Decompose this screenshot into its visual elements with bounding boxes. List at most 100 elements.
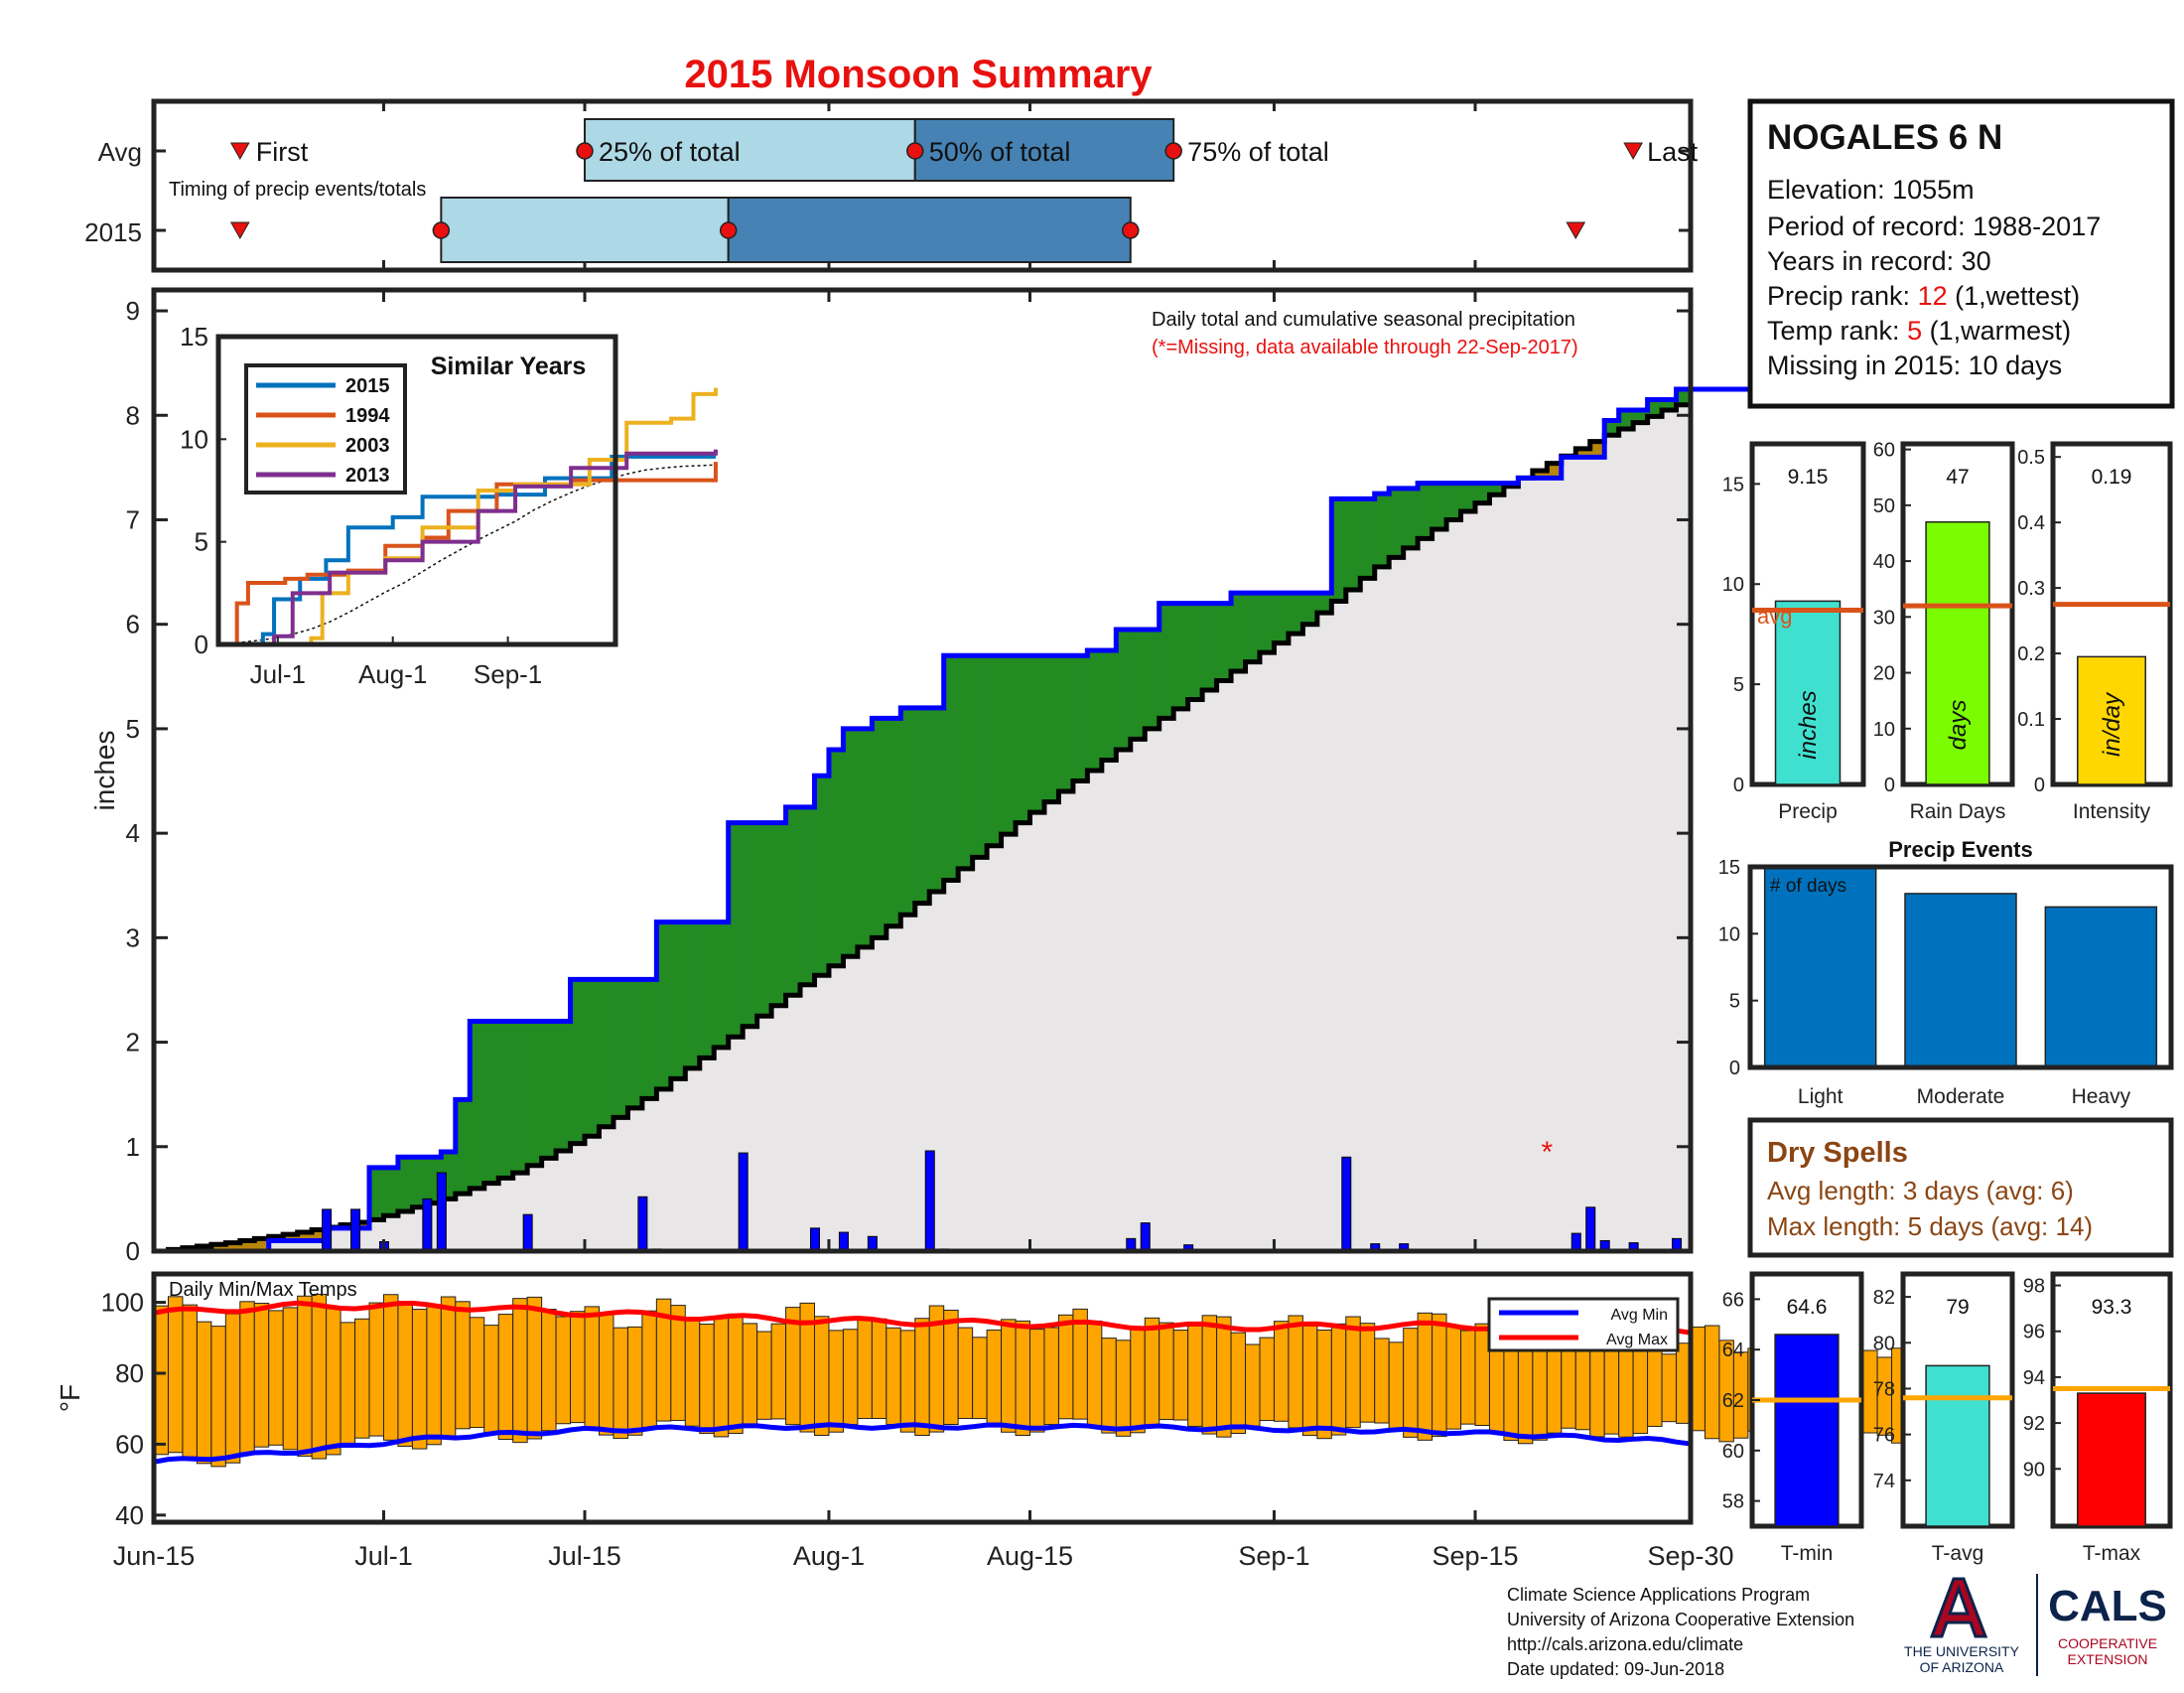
- daily-temp-bar: [1230, 1332, 1247, 1435]
- daily-temp-bar: [1417, 1312, 1433, 1441]
- precip-y-tick-label: 2: [126, 1028, 140, 1058]
- daily-temp-bar: [1345, 1316, 1361, 1429]
- daily-temp-bar: [224, 1313, 241, 1464]
- daily-temp-bar: [1632, 1337, 1649, 1435]
- inset-x-tick-label: Jul-1: [250, 659, 306, 689]
- intensity-bar: [2077, 655, 2146, 785]
- timing-box-50-75: [727, 197, 1132, 263]
- university-of-arizona-logo: THE UNIVERSITY OF ARIZONA: [1904, 1577, 2020, 1675]
- daily-precip-bar: [924, 1150, 935, 1252]
- below-avg-area: [1589, 441, 1605, 458]
- above-avg-area: [455, 1099, 471, 1195]
- intensity-value: 0.19: [2092, 466, 2132, 489]
- above-avg-area: [1302, 593, 1318, 625]
- daily-temp-bar: [670, 1305, 686, 1422]
- temps-caption: Daily Min/Max Temps: [169, 1279, 357, 1301]
- tmax-tick-label: 98: [2023, 1276, 2045, 1298]
- above-avg-area: [627, 979, 643, 1108]
- precip-y-tick-label: 7: [126, 504, 140, 534]
- above-avg-area: [743, 822, 758, 1027]
- daily-temp-bar: [368, 1302, 384, 1437]
- daily-temp-bar: [512, 1298, 528, 1444]
- daily-precip-bar: [1341, 1156, 1352, 1252]
- cals-logo: CALS: [2048, 1582, 2167, 1630]
- station-precip-rank: Precip rank: 12 (1,wettest): [1767, 281, 2080, 311]
- precip-rank-suffix: (1,wettest): [1948, 281, 2081, 311]
- inset-y-tick-label: 10: [180, 424, 208, 454]
- above-avg-area: [570, 979, 586, 1144]
- x-tick-label: Jul-1: [354, 1541, 413, 1571]
- timing-markers: [154, 101, 1691, 270]
- daily-precip-bar: [738, 1152, 749, 1252]
- above-avg-area: [1604, 420, 1620, 436]
- daily-temp-bar: [1086, 1320, 1103, 1426]
- precip-events-title: Precip Events: [1888, 837, 2033, 862]
- first-label: First: [256, 137, 309, 167]
- above-avg-area: [1016, 655, 1031, 823]
- above-avg-area: [512, 1021, 528, 1174]
- daily-temp-bar: [196, 1321, 212, 1465]
- above-avg-area: [369, 1167, 385, 1220]
- precip-events-ylabel: # of days: [1770, 876, 1846, 897]
- avg-line-label: avg: [1757, 604, 1792, 629]
- daily-precip-bar: [1140, 1222, 1151, 1252]
- daily-temp-bar: [828, 1330, 844, 1433]
- daily-temp-bar: [813, 1316, 830, 1436]
- daily-temp-bar: [1245, 1343, 1261, 1427]
- temp-rank-value: 5: [1907, 316, 1922, 346]
- inset-x-tick-label: Sep-1: [474, 659, 542, 689]
- above-avg-area: [1647, 399, 1663, 417]
- precip-event-bar-light: [1763, 866, 1877, 1068]
- daily-temp-bar: [455, 1301, 471, 1430]
- intensity-tick-label: 0.5: [2017, 447, 2045, 469]
- avg-cumulative-area: [154, 399, 1691, 1251]
- intensity-unit: in/day: [2099, 691, 2125, 757]
- intensity-tick-label: 0.3: [2017, 578, 2045, 600]
- tmin-value: 64.6: [1787, 1296, 1828, 1319]
- below-avg-area: [1532, 471, 1548, 479]
- daily-temp-bar: [1460, 1330, 1476, 1425]
- dry-spells-max: Max length: 5 days (avg: 14): [1767, 1211, 2093, 1241]
- daily-temp-bar: [584, 1306, 600, 1429]
- daily-temp-bar: [469, 1317, 485, 1429]
- daily-precip-bar: [350, 1208, 361, 1252]
- daily-temp-bar: [1187, 1325, 1203, 1427]
- above-avg-area: [1231, 593, 1247, 672]
- daily-temp-bar: [1115, 1340, 1132, 1437]
- above-avg-area: [1360, 498, 1376, 579]
- above-avg-area: [958, 655, 974, 869]
- raindays-bar: [1925, 520, 1990, 785]
- daily-temp-bar: [354, 1318, 370, 1439]
- above-avg-area: [943, 655, 959, 881]
- raindays-tick-label: 20: [1873, 663, 1895, 685]
- above-avg-area: [1403, 488, 1419, 548]
- footer: Climate Science Applications Program Uni…: [1507, 1574, 2167, 1679]
- above-avg-area: [699, 921, 715, 1058]
- tavg-label: T-avg: [1932, 1542, 1984, 1565]
- above-avg-area: [527, 1021, 543, 1166]
- daily-temp-bar: [268, 1310, 284, 1446]
- inset-y-tick-label: 15: [180, 322, 208, 352]
- above-avg-area: [1460, 483, 1476, 512]
- quantile-marker: [576, 142, 594, 160]
- above-avg-area: [1072, 655, 1088, 781]
- daily-temp-bar: [899, 1330, 916, 1433]
- daily-temp-bar: [397, 1301, 413, 1448]
- above-avg-area: [1130, 629, 1146, 740]
- timing-box-25-50: [440, 197, 730, 263]
- above-avg-area: [814, 776, 830, 976]
- daily-temp-bar: [713, 1316, 730, 1438]
- daily-precip-bar: [522, 1213, 533, 1252]
- tmax-value: 93.3: [2092, 1296, 2132, 1319]
- footer-line3: http://cals.arizona.edu/climate: [1507, 1634, 1743, 1654]
- daily-temp-bar: [1288, 1315, 1303, 1429]
- stat-bar-panels: 9.15051015Precipinches470102030405060Rai…: [1722, 440, 2173, 1565]
- tavg-tick-label: 74: [1873, 1471, 1895, 1492]
- daily-temp-bar: [1388, 1341, 1405, 1431]
- daily-temp-bar: [1101, 1338, 1117, 1434]
- daily-temp-bar: [742, 1323, 758, 1427]
- above-avg-area: [1159, 603, 1174, 719]
- tmin-tick-label: 60: [1722, 1441, 1744, 1463]
- daily-temp-bar: [411, 1309, 428, 1450]
